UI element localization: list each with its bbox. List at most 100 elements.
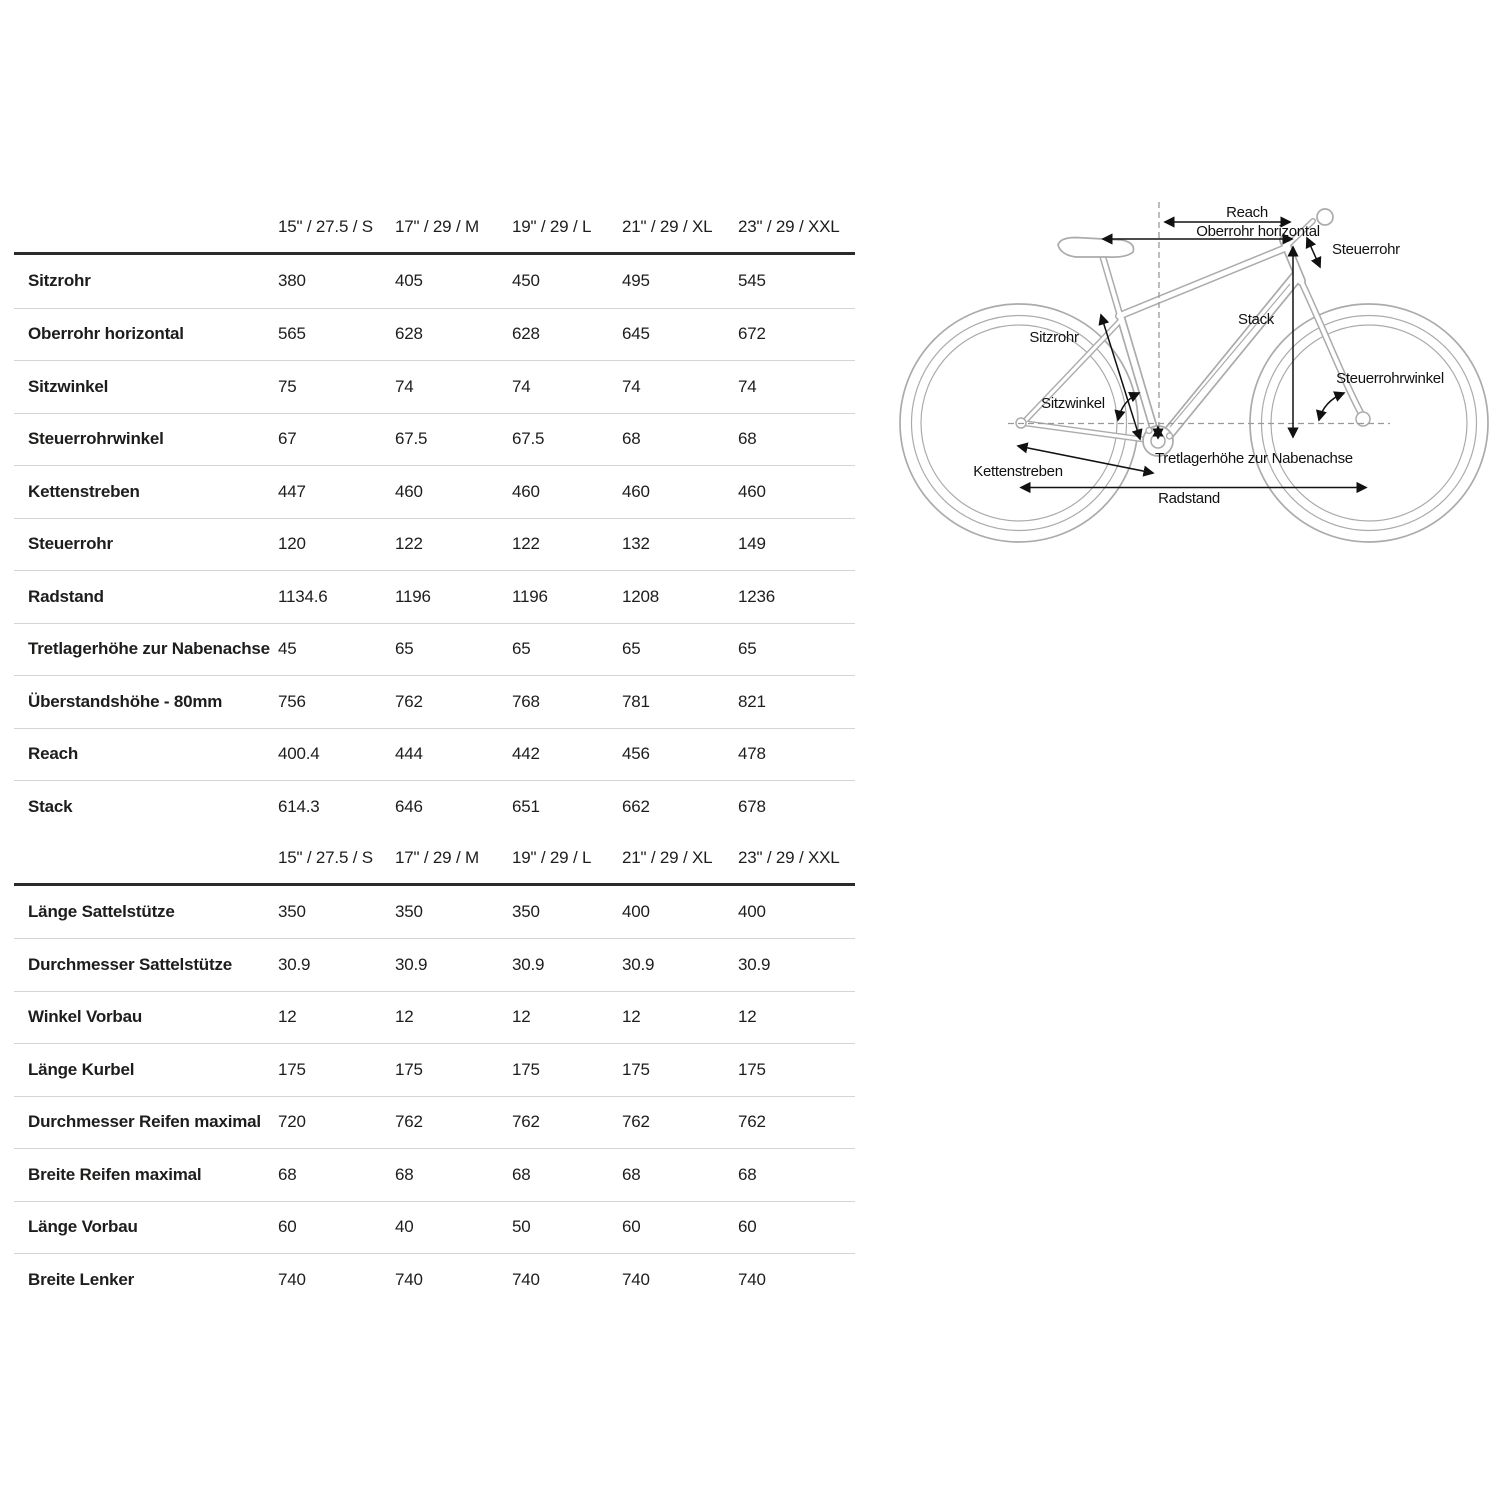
value-cell: 30.9 bbox=[738, 954, 771, 974]
value-cell: 460 bbox=[395, 481, 423, 501]
row-label: Überstandshöhe - 80mm bbox=[28, 691, 223, 711]
table-row: Sitzwinkel 75 74 74 74 74 bbox=[14, 360, 855, 413]
value-cell: 678 bbox=[738, 796, 766, 816]
value-cell: 30.9 bbox=[622, 954, 655, 974]
row-label: Steuerrohrwinkel bbox=[28, 429, 164, 449]
size-header: 23" / 29 / XXL bbox=[738, 217, 840, 236]
value-cell: 740 bbox=[278, 1269, 306, 1289]
label-sitzwinkel: Sitzwinkel bbox=[1041, 395, 1105, 412]
value-cell: 12 bbox=[738, 1007, 757, 1027]
table-row: Radstand 1134.6 1196 1196 1208 1236 bbox=[14, 570, 855, 623]
value-cell: 1208 bbox=[622, 586, 660, 606]
value-cell: 60 bbox=[622, 1217, 641, 1237]
value-cell: 122 bbox=[512, 534, 540, 554]
table-row: Winkel Vorbau 12 12 12 12 12 bbox=[14, 990, 855, 1044]
value-cell: 350 bbox=[512, 901, 540, 921]
value-cell: 12 bbox=[512, 1007, 531, 1027]
row-label: Breite Reifen maximal bbox=[28, 1164, 202, 1184]
table-row: Stack 614.3 646 651 662 678 bbox=[14, 780, 855, 833]
value-cell: 74 bbox=[395, 376, 414, 396]
size-header: 17" / 29 / M bbox=[395, 847, 479, 867]
value-cell: 651 bbox=[512, 796, 540, 816]
value-cell: 45 bbox=[278, 639, 297, 659]
table-row: Länge Sattelstütze 350 350 350 400 400 bbox=[14, 886, 855, 939]
table-row: Tretlagerhöhe zur Nabenachse 45 65 65 65 65 bbox=[14, 622, 855, 676]
value-cell: 60 bbox=[278, 1217, 297, 1237]
value-cell: 12 bbox=[395, 1007, 414, 1027]
size-header: 19" / 29 / L bbox=[512, 847, 592, 867]
label-sitzrohr: Sitzrohr bbox=[1029, 329, 1079, 346]
value-cell: 400 bbox=[622, 901, 650, 921]
size-header: 23" / 29 / XXL bbox=[738, 847, 840, 867]
value-cell: 444 bbox=[395, 744, 423, 764]
value-cell: 720 bbox=[278, 1112, 306, 1132]
value-cell: 447 bbox=[278, 481, 306, 501]
value-cell: 74 bbox=[738, 376, 757, 396]
value-cell: 67 bbox=[278, 429, 297, 449]
value-cell: 12 bbox=[622, 1007, 641, 1027]
row-label: Steuerrohr bbox=[28, 534, 113, 554]
table-row: Durchmesser Reifen maximal 720 762 762 762 76… bbox=[14, 1095, 855, 1149]
value-cell: 65 bbox=[622, 639, 641, 659]
size-header-row: 15" / 27.5 / S 17" / 29 / M 19" / 29 / L 21… bbox=[14, 202, 855, 252]
row-label: Kettenstreben bbox=[28, 481, 140, 501]
label-steuerrohrwinkel: Steuerrohrwinkel bbox=[1336, 370, 1444, 387]
table-row: Oberrohr horizontal 565 628 628 645 672 bbox=[14, 307, 855, 361]
size-header: 15" / 27.5 / S bbox=[278, 847, 373, 867]
label-oberrohr-horizontal: Oberrohr horizontal bbox=[1196, 223, 1320, 240]
steuerrohrwinkel-angle-arrow bbox=[1315, 391, 1346, 422]
value-cell: 74 bbox=[622, 376, 641, 396]
value-cell: 68 bbox=[622, 1164, 641, 1184]
row-label: Sitzrohr bbox=[28, 271, 91, 291]
bike-geometry-diagram: Reach Oberrohr horizontal Steuerrohr Sit… bbox=[899, 202, 1489, 543]
value-cell: 175 bbox=[395, 1059, 423, 1079]
value-cell: 495 bbox=[622, 271, 650, 291]
value-cell: 12 bbox=[278, 1007, 297, 1027]
value-cell: 175 bbox=[512, 1059, 540, 1079]
geometry-table: 15" / 27.5 / S 17" / 29 / M 19" / 29 / L 21… bbox=[14, 202, 855, 1306]
value-cell: 68 bbox=[512, 1164, 531, 1184]
value-cell: 30.9 bbox=[512, 954, 545, 974]
size-header: 15" / 27.5 / S bbox=[278, 217, 373, 236]
row-label: Oberrohr horizontal bbox=[28, 324, 184, 344]
table-row: Steuerrohr 120 122 122 132 149 bbox=[14, 517, 855, 571]
value-cell: 756 bbox=[278, 691, 306, 711]
front-dropout bbox=[1355, 411, 1371, 427]
row-label: Sitzwinkel bbox=[28, 376, 109, 396]
value-cell: 60 bbox=[738, 1217, 757, 1237]
size-header: 17" / 29 / M bbox=[395, 217, 479, 236]
size-header: 21" / 29 / XL bbox=[622, 847, 713, 867]
value-cell: 762 bbox=[512, 1112, 540, 1132]
table-row: Breite Lenker 740 740 740 740 740 bbox=[14, 1253, 855, 1306]
size-header-row: 15" / 27.5 / S 17" / 29 / M 19" / 29 / L 21… bbox=[14, 833, 855, 883]
handlebar-grip bbox=[1316, 208, 1334, 226]
value-cell: 740 bbox=[738, 1269, 766, 1289]
value-cell: 68 bbox=[278, 1164, 297, 1184]
header-rule bbox=[14, 882, 855, 886]
table-row: Durchmesser Sattelstütze 30.9 30.9 30.9 30.9… bbox=[14, 938, 855, 991]
table-row: Überstandshöhe - 80mm 756 762 768 781 821 bbox=[14, 675, 855, 728]
value-cell: 645 bbox=[622, 324, 650, 344]
sitzwinkel-angle-arrow bbox=[1114, 391, 1141, 422]
value-cell: 628 bbox=[395, 324, 423, 344]
value-cell: 175 bbox=[622, 1059, 650, 1079]
value-cell: 68 bbox=[738, 1164, 757, 1184]
value-cell: 405 bbox=[395, 271, 423, 291]
value-cell: 442 bbox=[512, 744, 540, 764]
value-cell: 662 bbox=[622, 796, 650, 816]
value-cell: 478 bbox=[738, 744, 766, 764]
measurement-arrows bbox=[1016, 216, 1368, 494]
value-cell: 545 bbox=[738, 271, 766, 291]
value-cell: 40 bbox=[395, 1217, 414, 1237]
table-row: Reach 400.4 444 442 456 478 bbox=[14, 727, 855, 781]
value-cell: 460 bbox=[622, 481, 650, 501]
value-cell: 762 bbox=[622, 1112, 650, 1132]
reference-lines bbox=[1008, 202, 1390, 439]
value-cell: 456 bbox=[622, 744, 650, 764]
value-cell: 50 bbox=[512, 1217, 531, 1237]
value-cell: 120 bbox=[278, 534, 306, 554]
value-cell: 740 bbox=[395, 1269, 423, 1289]
value-cell: 65 bbox=[512, 639, 531, 659]
row-label: Länge Kurbel bbox=[28, 1059, 135, 1079]
value-cell: 75 bbox=[278, 376, 297, 396]
